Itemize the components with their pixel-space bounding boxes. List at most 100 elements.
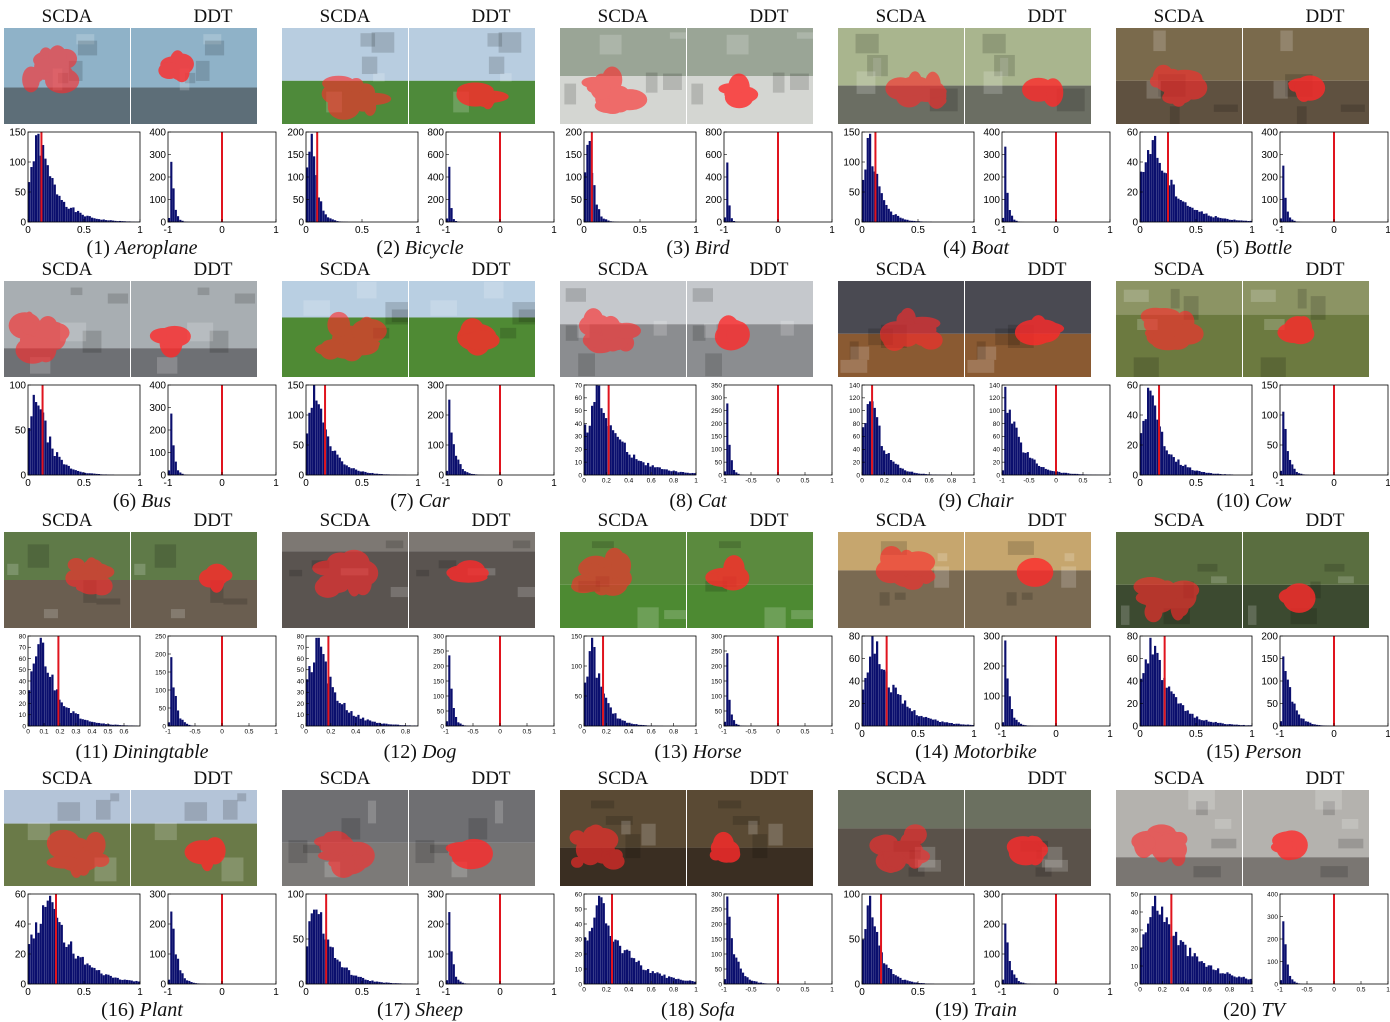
histogram-bar (322, 654, 325, 726)
histogram-bars (306, 133, 348, 222)
histogram-bar (887, 208, 890, 222)
y-tick-label: 0 (300, 723, 304, 730)
histogram-bar (343, 702, 346, 726)
histogram-bar (376, 473, 379, 475)
histogram-bar (887, 453, 890, 475)
ddt-histogram-panel: 0 50 100 150 200 -1 0 1 (1256, 632, 1390, 740)
histogram-bar (450, 208, 453, 222)
histogram-bar (633, 454, 636, 475)
y-tick-label: 150 (711, 936, 722, 943)
caption-number: (10) (1216, 490, 1250, 512)
histogram-bar (971, 725, 974, 726)
y-tick-label: 400 (705, 173, 722, 184)
ddt-histogram-panel: 0 100 200 300 -1 0 1 (422, 381, 558, 489)
histogram-bar (186, 723, 189, 726)
histogram-bar (378, 473, 381, 475)
x-tick-label: 1 (829, 225, 835, 236)
histogram-bar (1217, 968, 1220, 984)
histogram-bar (1224, 973, 1227, 984)
x-tick-label: 0.2 (1158, 987, 1167, 994)
scda-photo (1116, 790, 1242, 886)
y-tick-label: 0 (716, 218, 722, 229)
histogram-bar (116, 221, 119, 222)
histogram-bar (1205, 213, 1208, 222)
y-tick-label: 50 (575, 408, 583, 415)
x-tick-label: 0.6 (647, 729, 656, 736)
x-tick-label: 0 (1332, 987, 1336, 994)
x-tick-label: -1 (721, 478, 727, 485)
histogram-bar (95, 970, 98, 984)
x-tick-label: -0.5 (745, 478, 757, 485)
histogram-bar (56, 917, 59, 984)
histogram-bar (170, 657, 173, 726)
histogram-bar (1298, 714, 1301, 726)
y-tick-label: 0 (578, 472, 582, 479)
histogram-bar (939, 722, 942, 726)
histogram-bar (1165, 173, 1168, 222)
histogram-bar (74, 212, 77, 222)
ddt-photo (687, 790, 813, 886)
histogram-bar (357, 976, 360, 984)
histogram-bar (107, 220, 110, 222)
x-tick-label: -0.5 (189, 729, 201, 736)
histogram-bar (591, 927, 594, 984)
histogram-bar (588, 425, 591, 475)
histogram-bar (1186, 710, 1189, 726)
y-tick-label: 200 (565, 128, 582, 139)
y-tick-label: 60 (297, 656, 305, 663)
histogram-bar (883, 669, 886, 726)
histogram-bar (119, 725, 122, 726)
histogram-bar (49, 436, 52, 475)
histogram-bar (49, 895, 52, 984)
histogram-bar (63, 706, 66, 726)
histogram-bar (1233, 724, 1236, 726)
x-tick-label: 0.2 (880, 478, 889, 485)
ddt-histogram-panel: 0 50 100 150 200 250 300 -1 -0.5 0 0.5 1 (700, 632, 836, 740)
histogram-bar (1004, 146, 1007, 222)
histogram-bar (637, 460, 640, 475)
histogram-bar (1170, 691, 1173, 726)
histogram-bar (345, 465, 348, 475)
x-tick-label: 0 (304, 729, 308, 736)
ddt-photo (687, 532, 813, 628)
histogram-bar (366, 472, 369, 475)
histogram-bar (1247, 979, 1250, 984)
caption-number: (11) (75, 741, 109, 763)
histogram-bar (1142, 673, 1145, 726)
y-tick-label: 800 (427, 128, 444, 139)
histogram-bar (192, 982, 195, 984)
histogram-bar (616, 436, 619, 475)
histogram-bar (616, 718, 619, 726)
histogram-bars (1140, 895, 1252, 984)
caption-number: (2) (376, 237, 400, 259)
histogram-bar (1289, 687, 1292, 726)
histogram-bar (873, 653, 876, 726)
histogram-bar (586, 676, 589, 726)
histogram-bar (107, 724, 110, 726)
histogram-bar (602, 218, 605, 222)
x-tick-label: 0.5 (800, 987, 809, 994)
histogram-bar (1210, 473, 1213, 475)
histogram-bar (46, 672, 49, 726)
y-tick-label: 300 (711, 395, 722, 402)
scda-histogram-panel: 0 10 20 30 40 50 0 0.2 0.4 0.6 0.8 1 (1116, 890, 1256, 998)
histogram-bar (894, 975, 897, 984)
ddt-histogram-panel: 0 100 200 300 400 -1 0 1 (144, 381, 280, 489)
histogram-bar (595, 905, 598, 984)
x-tick-label: -1 (1276, 478, 1285, 489)
ddt-result-image (1243, 532, 1369, 628)
histogram-bar (668, 470, 671, 475)
y-tick-label: 200 (705, 195, 722, 206)
histogram-bar (1008, 961, 1011, 984)
y-tick-label: 200 (1261, 632, 1278, 643)
histogram-bar (446, 218, 449, 222)
x-tick-label: 1 (694, 478, 698, 485)
histogram-bar (74, 470, 77, 475)
histogram-bar (459, 723, 462, 726)
ddt-photo (687, 28, 813, 124)
scda-photo (282, 281, 408, 377)
scda-result-image (560, 281, 686, 377)
histogram-bar (51, 674, 54, 726)
